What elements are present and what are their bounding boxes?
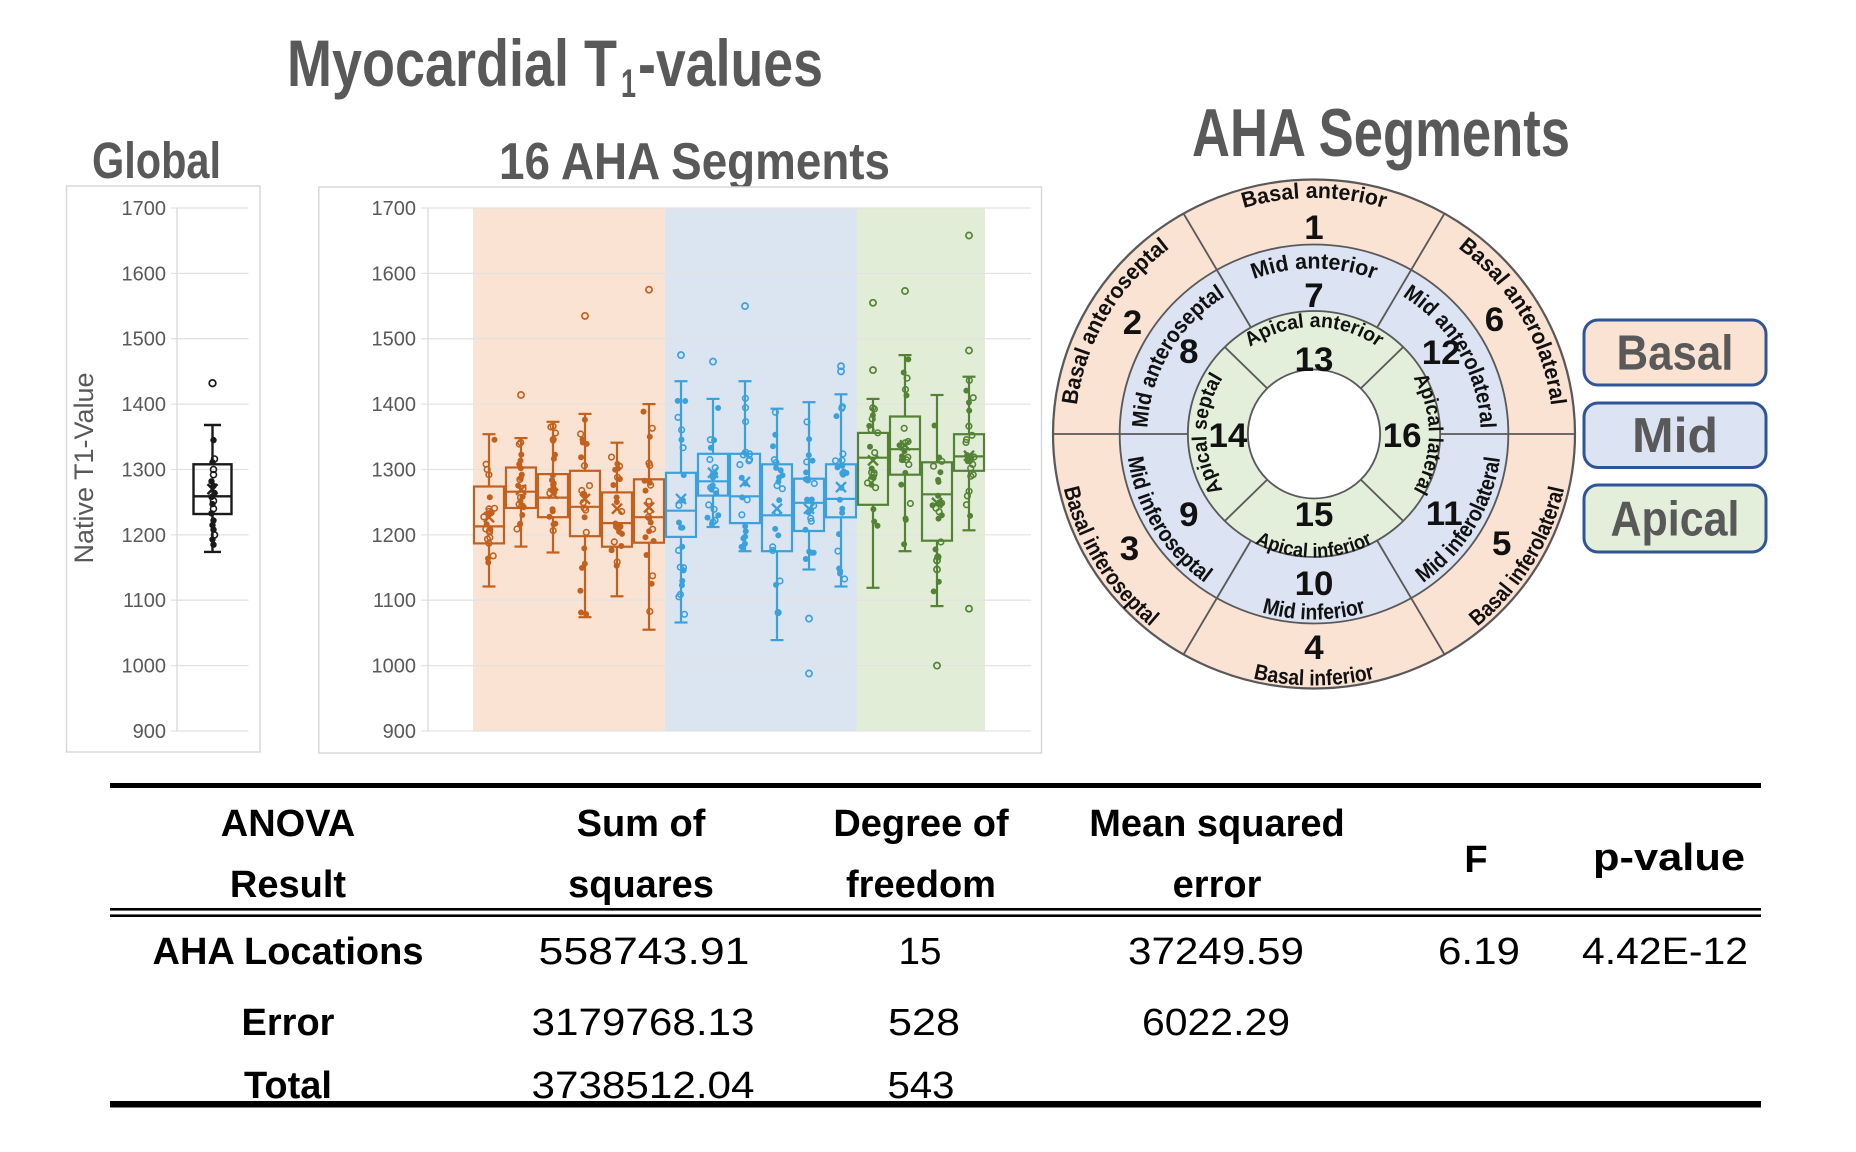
svg-text:6.19: 6.19 — [1438, 931, 1520, 973]
svg-text:13: 13 — [1295, 341, 1334, 379]
svg-text:12: 12 — [1422, 334, 1461, 372]
svg-text:4.42E-12: 4.42E-12 — [1582, 931, 1748, 973]
svg-text:Apical: Apical — [1611, 493, 1740, 547]
svg-text:1500: 1500 — [372, 329, 417, 351]
svg-text:10: 10 — [1295, 565, 1334, 603]
svg-text:1300: 1300 — [372, 460, 417, 482]
svg-text:1200: 1200 — [372, 525, 417, 547]
svg-text:error: error — [1173, 864, 1262, 906]
svg-text:1100: 1100 — [373, 590, 416, 612]
svg-text:543: 543 — [888, 1065, 955, 1107]
svg-text:1000: 1000 — [122, 656, 167, 678]
svg-text:AHA Locations: AHA Locations — [153, 931, 424, 973]
svg-text:15: 15 — [1295, 496, 1334, 534]
svg-text:1: 1 — [1304, 209, 1323, 247]
svg-text:1200: 1200 — [122, 525, 167, 547]
svg-text:8: 8 — [1179, 333, 1198, 371]
svg-text:1700: 1700 — [122, 198, 167, 220]
svg-text:-values: -values — [638, 26, 823, 100]
svg-text:37249.59: 37249.59 — [1128, 931, 1304, 973]
svg-text:3179768.13: 3179768.13 — [532, 1002, 755, 1044]
svg-text:9: 9 — [1179, 496, 1198, 534]
svg-text:11: 11 — [1426, 495, 1463, 533]
svg-text:1700: 1700 — [372, 198, 417, 220]
svg-text:Mid: Mid — [1632, 409, 1718, 463]
svg-text:AHA Segments: AHA Segments — [1192, 95, 1570, 171]
svg-text:900: 900 — [383, 721, 416, 743]
svg-text:1: 1 — [621, 62, 636, 106]
svg-text:Total: Total — [244, 1065, 332, 1107]
svg-text:1600: 1600 — [372, 263, 417, 285]
svg-text:F: F — [1464, 839, 1487, 881]
svg-text:1500: 1500 — [122, 329, 167, 351]
svg-text:Basal: Basal — [1617, 327, 1734, 381]
svg-text:Error: Error — [242, 1002, 335, 1044]
svg-text:freedom: freedom — [846, 864, 996, 906]
svg-text:3: 3 — [1120, 530, 1139, 568]
svg-text:Global: Global — [92, 132, 221, 189]
svg-text:Sum of: Sum of — [577, 803, 706, 845]
svg-text:squares: squares — [568, 864, 714, 906]
svg-text:3738512.04: 3738512.04 — [532, 1065, 755, 1107]
svg-text:6: 6 — [1485, 301, 1504, 339]
svg-text:4: 4 — [1304, 629, 1323, 667]
svg-text:Result: Result — [230, 864, 346, 906]
svg-text:16 AHA Segments: 16 AHA Segments — [499, 133, 890, 191]
svg-text:1400: 1400 — [122, 394, 167, 416]
svg-text:ANOVA: ANOVA — [221, 803, 355, 845]
svg-text:2: 2 — [1123, 304, 1142, 342]
svg-text:1300: 1300 — [122, 460, 167, 482]
svg-text:5: 5 — [1492, 525, 1511, 563]
svg-text:Degree of: Degree of — [833, 803, 1009, 845]
svg-text:1400: 1400 — [372, 394, 417, 416]
svg-text:Myocardial T: Myocardial T — [287, 26, 617, 100]
svg-text:558743.91: 558743.91 — [539, 931, 750, 973]
svg-text:15: 15 — [899, 931, 942, 973]
svg-text:1100: 1100 — [123, 590, 166, 612]
svg-text:900: 900 — [133, 721, 166, 743]
svg-text:1600: 1600 — [122, 263, 167, 285]
svg-text:528: 528 — [888, 1002, 960, 1044]
svg-text:14: 14 — [1208, 417, 1247, 455]
svg-text:Mean squared: Mean squared — [1089, 803, 1345, 845]
svg-text:p-value: p-value — [1593, 837, 1745, 879]
svg-text:1000: 1000 — [372, 656, 417, 678]
svg-text:Native T1-Value: Native T1-Value — [69, 372, 99, 563]
svg-text:16: 16 — [1383, 417, 1422, 455]
svg-text:7: 7 — [1304, 277, 1323, 315]
svg-text:6022.29: 6022.29 — [1142, 1002, 1290, 1044]
